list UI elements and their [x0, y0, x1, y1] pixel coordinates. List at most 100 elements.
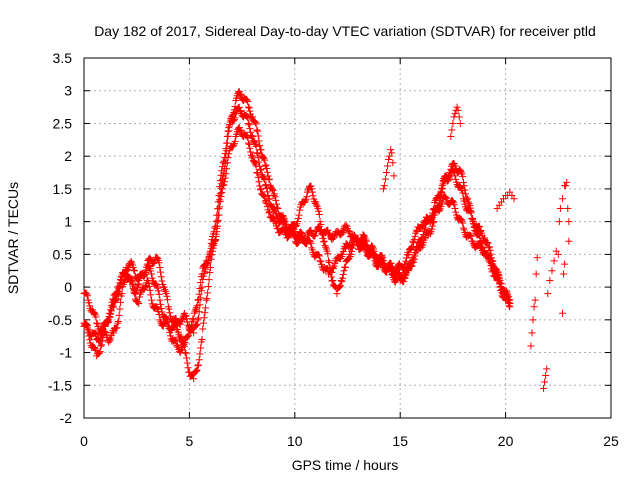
data-point-trace-c [183, 333, 191, 341]
data-point-trace-c [223, 165, 231, 173]
data-point-trace-b [231, 114, 239, 122]
data-point-trace-a [176, 333, 184, 341]
data-point-trace-b [459, 219, 467, 227]
data-point-trace-a [202, 304, 210, 312]
data-point-trace-c [421, 233, 429, 241]
data-point-trace-c [325, 258, 333, 266]
data-point-trace-c [171, 336, 179, 344]
data-point-trace-a [136, 293, 144, 301]
data-point-trace-c [286, 228, 294, 236]
data-point-trace-c [262, 196, 270, 204]
data-point-isolated-segments [510, 195, 518, 203]
data-point-trace-b [407, 244, 415, 252]
data-point-trace-c [371, 250, 379, 258]
data-point-trace-c [97, 332, 105, 340]
data-point-trace-c [362, 236, 370, 244]
data-point-trace-a [201, 309, 209, 317]
data-point-trace-b [255, 158, 263, 166]
data-point-trace-c [333, 290, 341, 298]
data-point-trace-c [152, 281, 160, 289]
data-point-trace-a [95, 349, 103, 357]
y-tick-label: 2.5 [53, 115, 73, 131]
data-point-trace-b [195, 314, 203, 322]
data-point-trace-c [145, 263, 153, 271]
data-point-trace-c [217, 193, 225, 201]
data-point-trace-c [409, 257, 417, 265]
data-point-trace-a [114, 319, 122, 327]
data-point-trace-a [260, 155, 268, 163]
data-point-trace-b [411, 232, 419, 240]
data-point-trace-b [235, 103, 243, 111]
data-point-trace-c [260, 192, 268, 200]
data-point-trace-c [497, 283, 505, 291]
data-point-trace-c [487, 250, 495, 258]
data-point-trace-c [410, 255, 418, 263]
data-point-trace-c [405, 267, 413, 275]
data-point-trace-a [114, 317, 122, 325]
data-point-trace-b [244, 114, 252, 122]
data-point-trace-b [85, 299, 93, 307]
data-point-isolated-segments [546, 277, 554, 285]
data-point-trace-b [442, 194, 450, 202]
data-point-trace-c [263, 199, 271, 207]
data-point-trace-b [224, 127, 232, 135]
data-point-trace-c [412, 249, 420, 257]
data-point-trace-c [327, 273, 335, 281]
data-point-isolated-segments [382, 169, 390, 177]
data-point-trace-b [253, 149, 261, 157]
data-point-trace-c [206, 251, 214, 259]
data-point-trace-c [223, 159, 231, 167]
y-tick-label: 0 [64, 279, 72, 295]
data-point-isolated-segments [531, 296, 539, 304]
data-point-trace-a [197, 344, 205, 352]
data-point-trace-b [252, 142, 260, 150]
data-point-trace-c [244, 139, 252, 147]
data-point-trace-c [140, 272, 148, 280]
data-point-trace-c [158, 308, 166, 316]
data-point-trace-c [348, 244, 356, 252]
data-point-trace-c [495, 275, 503, 283]
data-point-trace-c [438, 185, 446, 193]
data-point-trace-c [245, 140, 253, 148]
data-point-trace-c [484, 239, 492, 247]
data-point-trace-a [273, 200, 281, 208]
data-point-trace-b [195, 308, 203, 316]
data-point-trace-c [496, 279, 504, 287]
data-point-trace-c [327, 268, 335, 276]
data-point-trace-c [326, 263, 334, 271]
data-point-trace-b [466, 231, 474, 239]
data-point-trace-c [481, 234, 489, 242]
axis-ticks [83, 57, 612, 419]
data-point-trace-c [491, 264, 499, 272]
data-point-trace-c [195, 296, 203, 304]
data-point-trace-c [216, 203, 224, 211]
data-point-trace-a [252, 120, 260, 128]
data-point-trace-c [98, 332, 106, 340]
data-point-trace-c [450, 169, 458, 177]
data-point-trace-a [140, 285, 148, 293]
data-point-trace-a [195, 356, 203, 364]
data-point-trace-c [110, 296, 118, 304]
data-point-trace-c [96, 337, 104, 345]
data-point-trace-c [429, 219, 437, 227]
data-point-trace-c [350, 241, 358, 249]
data-point-trace-c [489, 257, 497, 265]
data-point-trace-b [410, 239, 418, 247]
data-point-trace-c [198, 270, 206, 278]
y-tick-label: 0.5 [53, 246, 73, 262]
data-point-trace-a [199, 325, 207, 333]
data-point-trace-c [249, 152, 257, 160]
data-point-trace-c [486, 246, 494, 254]
data-point-trace-a [115, 311, 123, 319]
data-point-trace-a [145, 282, 153, 290]
data-point-trace-c [457, 183, 465, 191]
data-point-trace-b [409, 237, 417, 245]
data-point-trace-c [436, 197, 444, 205]
data-point-trace-b [401, 260, 409, 268]
data-point-isolated-segments [562, 182, 570, 190]
data-point-isolated-segments [555, 218, 563, 226]
data-point-isolated-segments [455, 113, 463, 121]
data-point-trace-c [495, 271, 503, 279]
data-point-trace-a [261, 156, 269, 164]
data-point-trace-b [262, 181, 270, 189]
